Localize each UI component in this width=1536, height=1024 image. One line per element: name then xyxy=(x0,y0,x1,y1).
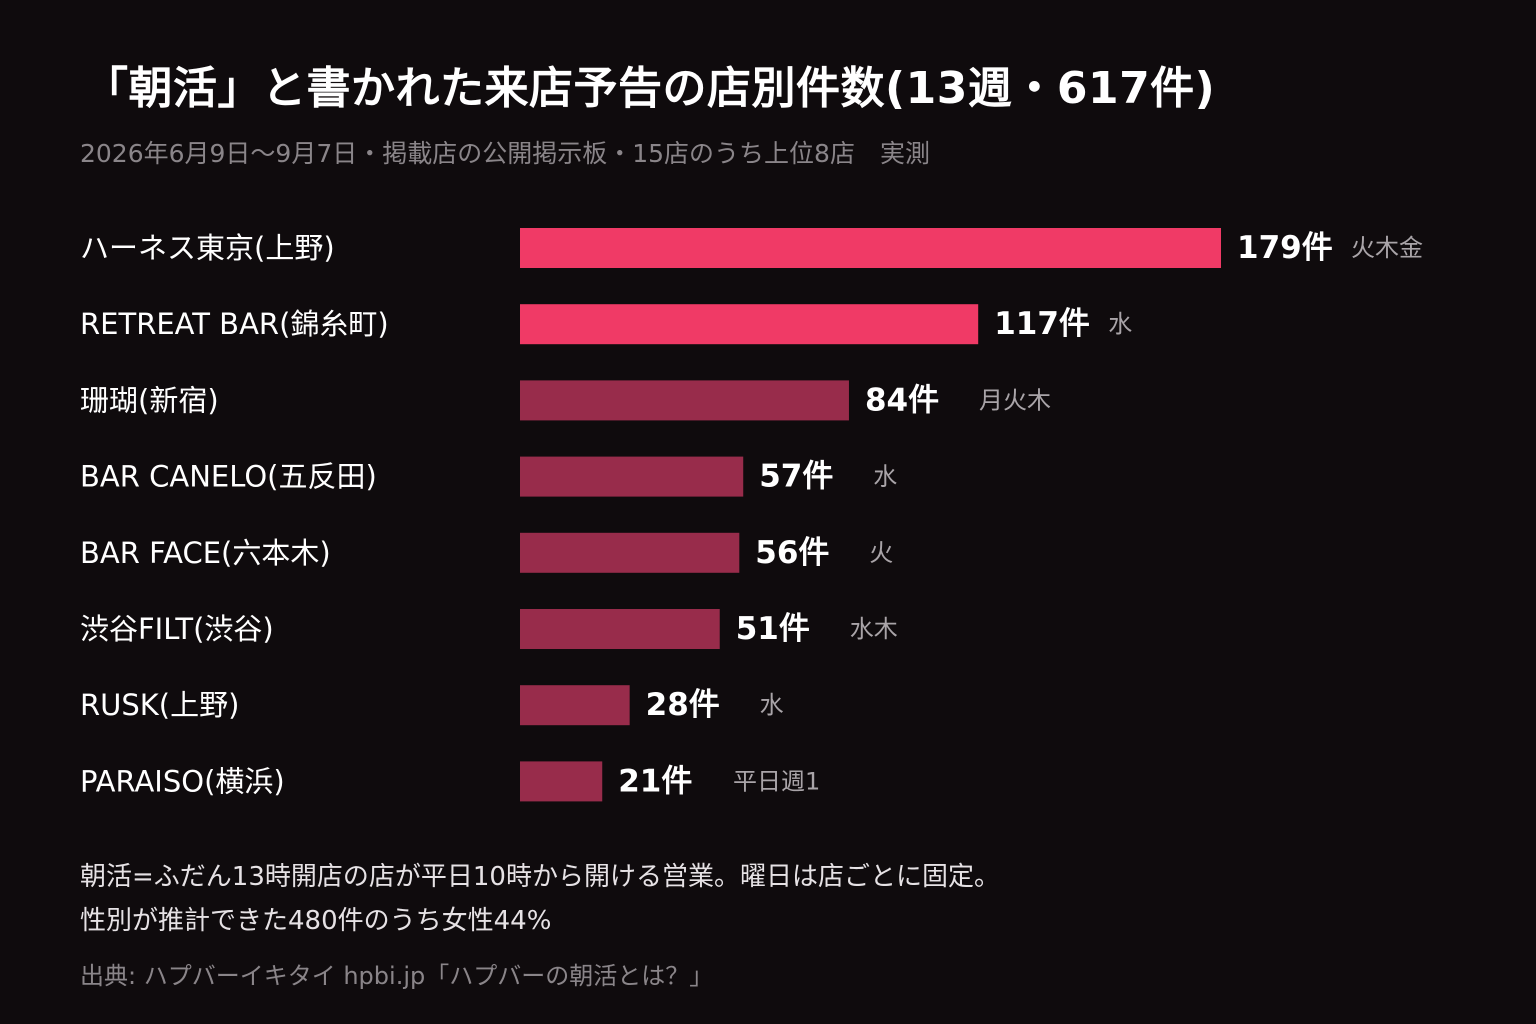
value-label: 84件 xyxy=(865,382,939,418)
footnote-line-1: 朝活=ふだん13時開店の店が平日10時から開ける営業。曜日は店ごとに固定。 xyxy=(80,862,1000,892)
value-label: 21件 xyxy=(618,763,692,799)
bar xyxy=(520,532,740,573)
bar xyxy=(520,380,849,421)
category-label: RUSK(上野) xyxy=(80,688,239,722)
weekday-label: 水 xyxy=(873,463,897,491)
value-label: 57件 xyxy=(759,459,833,495)
bar xyxy=(520,228,1221,268)
chart-title: 「朝活」と書かれた来店予告の店別件数(13週・617件) xyxy=(84,63,1216,114)
category-label: 渋谷FILT(渋谷) xyxy=(80,612,274,646)
category-label: 珊瑚(新宿) xyxy=(80,383,219,417)
source-credit: 出典: ハプバーイキタイ hpbi.jp「ハプバーの朝活とは？」 xyxy=(80,962,714,990)
bar xyxy=(520,609,720,649)
chart-subtitle: 2026年6月9日〜9月7日・掲載店の公開掲示板・15店のうち上位8店 実測 xyxy=(80,139,930,168)
category-label: BAR CANELO(五反田) xyxy=(80,460,377,494)
bar xyxy=(520,685,630,726)
weekday-label: 水 xyxy=(1108,310,1132,338)
value-label: 179件 xyxy=(1237,230,1333,266)
value-label: 51件 xyxy=(736,611,810,647)
weekday-label: 火木金 xyxy=(1351,234,1423,262)
category-label: ハーネス東京(上野) xyxy=(80,231,335,265)
category-label: RETREAT BAR(錦糸町) xyxy=(80,307,389,341)
bar xyxy=(520,456,744,497)
weekday-label: 水 xyxy=(760,691,784,719)
bar xyxy=(520,304,979,345)
category-label: BAR FACE(六本木) xyxy=(80,536,331,570)
value-label: 56件 xyxy=(755,535,829,571)
category-label: PARAISO(横浜) xyxy=(80,764,285,798)
weekday-label: 月火木 xyxy=(979,386,1051,414)
footnote-line-2: 性別が推計できた480件のうち女性44% xyxy=(80,906,552,936)
weekday-label: 平日週1 xyxy=(733,767,820,795)
bar xyxy=(520,761,603,802)
weekday-label: 火 xyxy=(869,539,893,567)
value-label: 28件 xyxy=(646,687,720,723)
weekday-label: 水木 xyxy=(850,615,898,643)
value-label: 117件 xyxy=(994,306,1090,342)
